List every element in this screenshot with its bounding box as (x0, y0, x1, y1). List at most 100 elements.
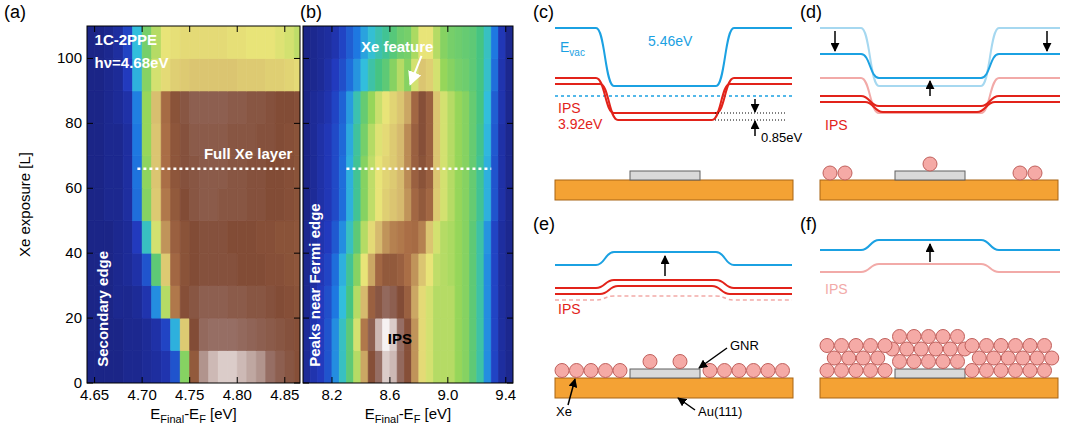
annotation: Peaks near Fermi edge (306, 203, 323, 366)
xe-atom (820, 339, 834, 353)
heatmap-cell (484, 26, 491, 58)
xe-atom (965, 364, 979, 378)
heatmap-cell (346, 26, 353, 58)
heatmap-cell (339, 253, 346, 285)
heatmap-cell (256, 188, 266, 220)
heatmap-cell (171, 91, 181, 123)
heatmap-cell (368, 91, 375, 123)
arrow (929, 81, 931, 96)
x-tick (389, 26, 390, 32)
heatmap-cell (237, 318, 247, 350)
heatmap-cell (441, 58, 448, 90)
heatmap-cell (161, 156, 171, 188)
ips-level-before (555, 296, 792, 300)
x-tick-label: 8.6 (379, 386, 400, 403)
xe-atom (673, 355, 687, 369)
vacuum-level (820, 54, 1060, 78)
heatmap-cell (325, 58, 332, 90)
heatmap-cell (462, 286, 469, 318)
y-tick (294, 253, 300, 254)
y-tick-label: 40 (65, 244, 82, 261)
heatmap-cell (433, 188, 440, 220)
heatmap-cell (404, 91, 411, 123)
xe-atom (994, 339, 1008, 353)
heatmap-cell (325, 188, 332, 220)
heatmap-cell (397, 351, 404, 383)
heatmap-cell (375, 188, 382, 220)
y-tick (294, 58, 300, 59)
heatmap-cell (275, 91, 285, 123)
heatmap-cell (95, 91, 105, 123)
heatmap-cell (412, 91, 419, 123)
heatmap-cell (361, 351, 368, 383)
heatmap-cell (506, 188, 513, 220)
heatmap-cell (441, 253, 448, 285)
xe-atom (703, 364, 717, 378)
arrow (834, 31, 836, 51)
heatmap-cell (506, 318, 513, 350)
heatmap-cell (133, 188, 143, 220)
arrow (678, 398, 695, 410)
y-tick (87, 188, 93, 189)
heatmap-cell (294, 26, 300, 58)
xe-atom (849, 364, 863, 378)
heatmap-cell (161, 253, 171, 285)
heatmap-cell (375, 221, 382, 253)
heatmap-cell (275, 253, 285, 285)
heatmap-cell (448, 286, 455, 318)
heatmap-cell (419, 58, 426, 90)
heatmap-cell (419, 156, 426, 188)
y-axis-title: Xe exposure [L] (16, 152, 33, 257)
heatmap-cell (361, 253, 368, 285)
heatmap-cell (368, 253, 375, 285)
heatmap-cell (209, 351, 219, 383)
heatmap-cell (419, 253, 426, 285)
heatmap-cell (361, 221, 368, 253)
heatmap-cell (426, 221, 433, 253)
xe-atom (914, 342, 928, 356)
reference-line (137, 168, 294, 171)
heatmap-cell (104, 221, 114, 253)
xe-label: Xe (556, 404, 572, 419)
heatmap-cell (87, 221, 95, 253)
heatmap-cell (171, 286, 181, 318)
heatmap-cell (375, 286, 382, 318)
heatmap-cell (455, 286, 462, 318)
heatmap-cell (470, 156, 477, 188)
heatmap-cell (346, 253, 353, 285)
heatmap-cell (339, 91, 346, 123)
heatmap-cell (199, 91, 209, 123)
heatmap-cell (462, 58, 469, 90)
heatmap-cell (368, 286, 375, 318)
heatmap-cell (412, 156, 419, 188)
heatmap-cell (506, 91, 513, 123)
heatmap-cell (256, 253, 266, 285)
xe-atom (570, 364, 584, 378)
y-tick-label: 60 (65, 179, 82, 196)
heatmap-cell (325, 156, 332, 188)
heatmap-cell (180, 26, 190, 58)
x-tick (237, 26, 238, 32)
heatmap-cell (390, 156, 397, 188)
arrow (754, 121, 756, 136)
annotation: IPS (388, 330, 412, 347)
heatmap-cell (123, 318, 133, 350)
heatmap-cell (161, 221, 171, 253)
heatmap-cell (87, 156, 95, 188)
heatmap-cell (133, 156, 143, 188)
heatmap-cell (180, 351, 190, 383)
heatmap-cell (506, 58, 513, 90)
ips-label: IPS (825, 117, 848, 133)
heatmap-cell (491, 26, 498, 58)
x-tick (447, 377, 448, 383)
plot-frame (303, 26, 513, 383)
heatmap-cell (228, 91, 238, 123)
text-part: Final (375, 413, 399, 425)
annotation: 1C-2PPE (95, 31, 158, 48)
heatmap-cell (114, 188, 124, 220)
heatmap-cell (142, 351, 152, 383)
text-part: -E (399, 405, 414, 422)
xe-atom (1016, 351, 1030, 365)
heatmap-cell (346, 156, 353, 188)
xe-atom (718, 364, 732, 378)
